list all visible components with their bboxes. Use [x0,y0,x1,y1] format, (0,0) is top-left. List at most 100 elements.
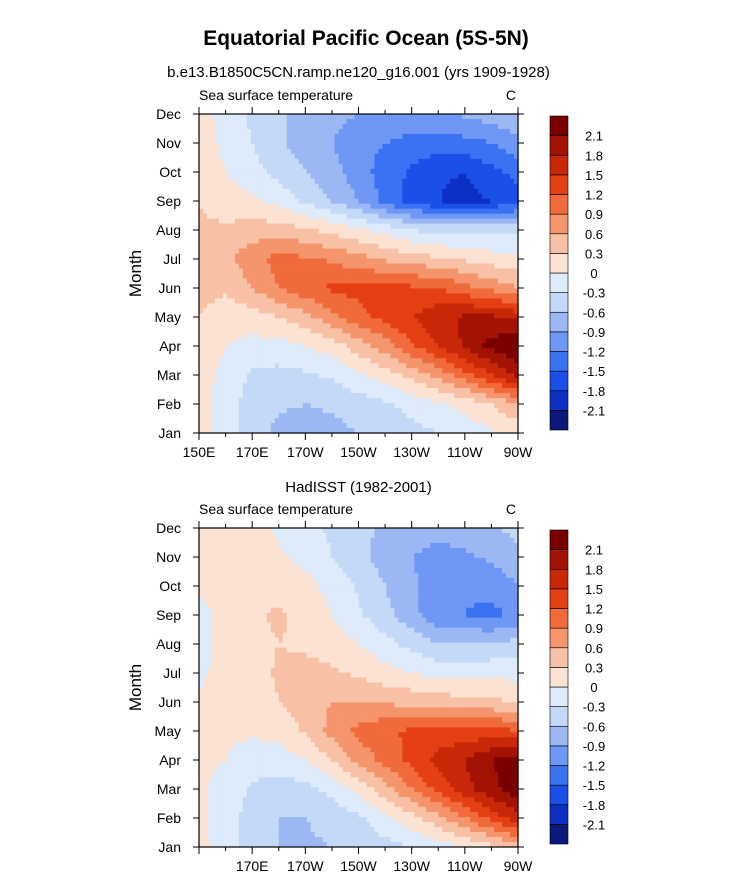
field-cell [266,233,272,240]
field-cell [270,168,276,175]
field-cell [314,298,320,304]
field-cell [238,348,244,354]
field-cell [370,318,376,324]
field-cell [478,193,483,200]
field-cell [414,318,419,324]
field-cell [362,373,368,379]
field-cell [454,348,459,354]
field-cell [230,288,236,295]
field-cell [490,323,495,329]
field-cell [446,383,451,389]
field-cell [458,178,463,185]
field-cell [478,373,483,379]
field-cell [442,258,447,265]
field-cell [366,153,372,160]
field-cell [326,173,332,180]
field-cell [246,223,252,230]
field-cell [199,388,204,394]
field-cell [410,178,415,185]
field-cell [199,398,204,404]
field-cell [282,233,288,240]
field-cell [226,378,232,384]
field-cell [430,263,435,270]
field-cell [358,338,364,344]
field-cell [502,298,507,304]
field-cell [199,143,204,150]
field-cell [306,128,312,135]
field-cell [414,328,419,334]
field-cell [302,203,308,210]
field-cell [350,278,356,285]
field-cell [514,318,519,324]
field-cell [358,114,364,120]
field-cell [382,138,388,145]
field-cell [382,413,388,419]
field-cell [222,123,228,130]
field-cell [274,383,280,389]
field-cell [334,323,340,329]
field-cell [426,178,431,185]
field-cell [382,418,388,424]
field-cell [514,398,519,404]
field-cell [250,423,256,429]
field-cell [222,338,228,344]
field-cell [334,218,340,225]
field-cell [294,253,300,260]
field-cell [354,133,360,140]
field-cell [294,118,300,125]
field-cell [206,233,212,240]
field-cell [330,148,336,155]
field-cell [199,338,204,344]
field-cell [482,353,487,359]
field-cell [474,403,479,409]
field-cell [446,188,451,195]
field-cell [270,263,276,270]
field-cell [434,143,439,150]
field-cell [338,273,344,280]
field-cell [306,283,312,290]
field-cell [438,323,443,329]
field-cell [406,138,411,145]
field-cell [310,258,316,265]
field-cell [214,363,220,369]
field-cell [278,128,284,135]
field-cell [466,368,471,374]
field-cell [442,273,447,280]
field-cell [362,268,368,275]
field-cell [234,403,240,409]
field-cell [242,423,248,429]
field-cell [334,138,340,145]
field-cell [322,318,328,324]
field-cell [230,123,236,130]
field-cell [494,278,499,285]
field-cell [246,343,252,349]
field-cell [458,248,463,255]
field-cell [374,373,380,379]
field-cell [450,373,455,379]
field-cell [334,378,340,384]
field-cell [378,378,384,384]
field-cell [358,353,364,359]
field-cell [502,323,507,329]
field-cell [350,133,356,140]
field-cell [310,158,316,165]
field-cell [214,423,220,429]
field-cell [250,178,256,185]
field-cell [258,178,264,185]
field-cell [462,278,467,285]
field-cell [362,173,368,180]
field-cell [218,148,224,155]
field-cell [214,228,220,235]
field-cell [434,138,439,145]
field-cell [474,293,479,300]
field-cell [298,248,304,255]
field-cell [466,393,471,399]
field-cell [410,293,415,300]
field-cell [442,318,447,324]
field-cell [206,143,212,150]
field-cell [390,253,395,260]
field-cell [294,148,300,155]
field-cell [510,293,515,300]
field-cell [482,283,487,290]
field-cell [458,368,463,374]
